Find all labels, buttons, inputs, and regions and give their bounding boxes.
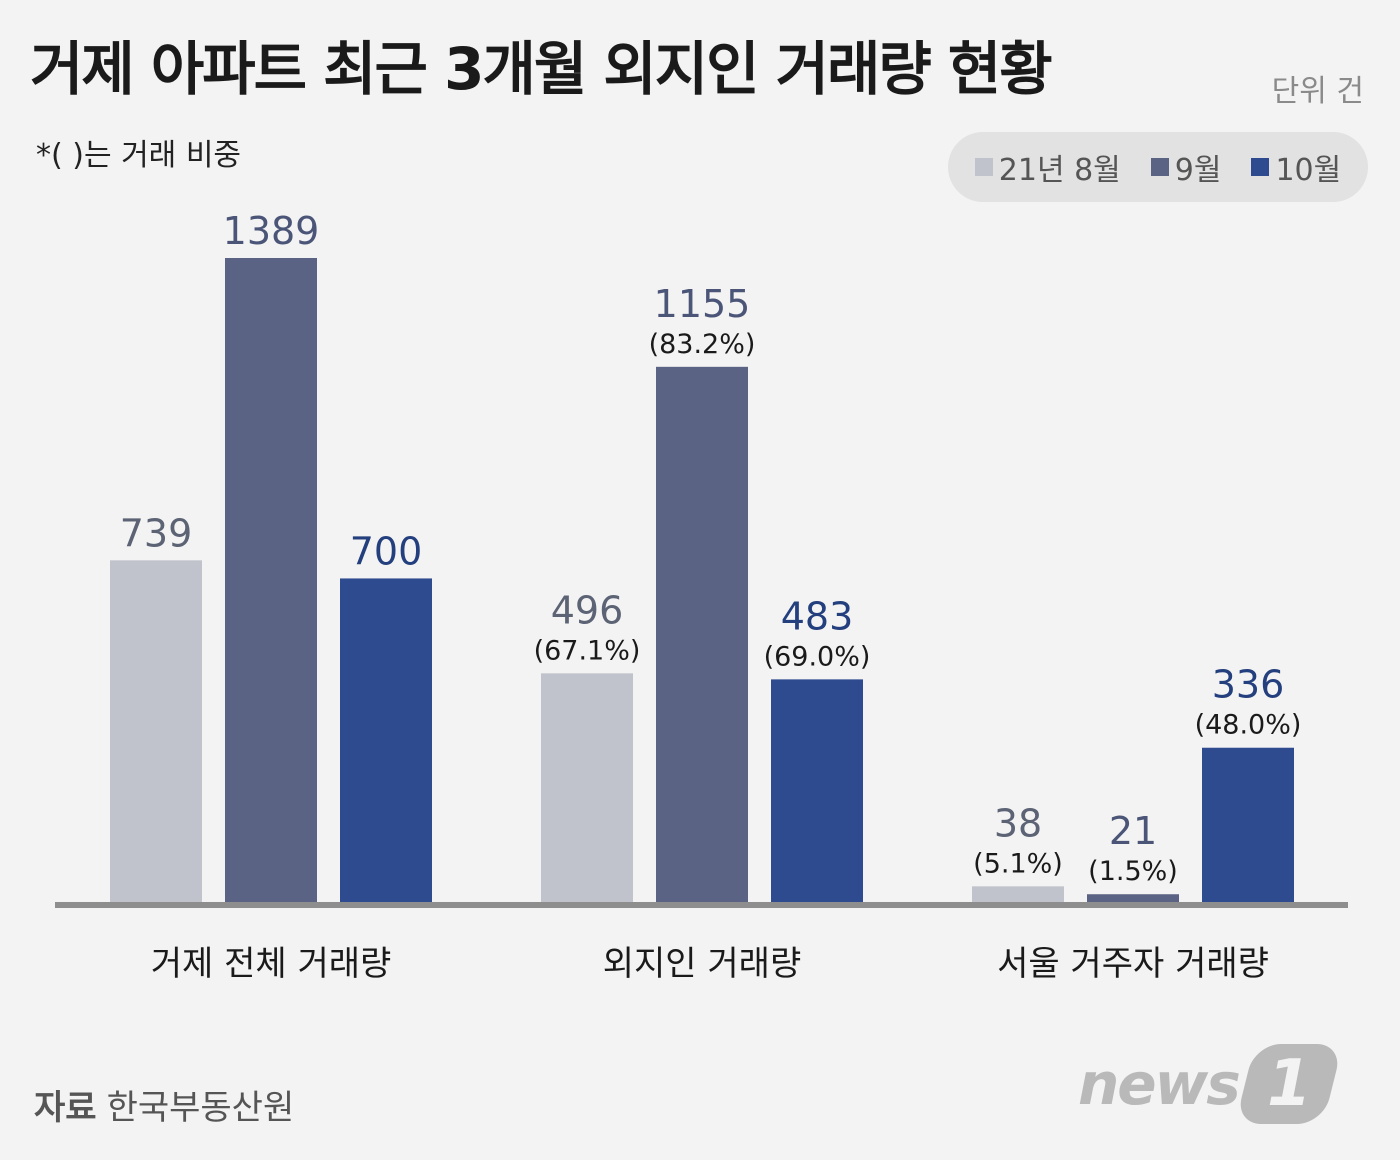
x-axis-baseline (55, 902, 1348, 908)
bar (771, 679, 863, 904)
bar-chart: 739 1389 700 거제 전체 거래량 (67.1%)496 (83.2%)1155… (55, 209, 1348, 984)
value-label: 483 (781, 594, 854, 638)
news1-logo: news 1 (1078, 1044, 1343, 1124)
legend-swatch-sep (1150, 158, 1169, 176)
legend-label-oct: 10월 (1275, 153, 1342, 188)
logo-badge-text: 1 (1266, 1047, 1311, 1121)
share-label: (67.1%) (534, 635, 641, 666)
value-label: 1389 (223, 209, 320, 253)
bar (340, 578, 432, 904)
value-label: 21 (1109, 809, 1157, 853)
bar (110, 560, 202, 904)
share-note: *( )는 거래 비중 (36, 138, 242, 173)
legend-label-sep: 9월 (1174, 153, 1222, 188)
value-label: 38 (994, 801, 1042, 845)
bar (972, 886, 1064, 904)
value-label: 739 (120, 511, 193, 555)
value-label: 336 (1212, 663, 1285, 707)
value-label: 496 (551, 588, 624, 632)
value-label: 700 (350, 529, 423, 573)
unit-label: 단위 건 (1271, 74, 1364, 109)
legend-swatch-aug (974, 158, 993, 176)
category-label: 외지인 거래량 (603, 944, 802, 984)
legend: 21년 8월 9월 10월 (948, 132, 1368, 202)
legend-item-sep: 9월 (1150, 145, 1222, 189)
legend-item-aug: 21년 8월 (974, 145, 1121, 189)
bar (1087, 894, 1179, 904)
source: 자료 한국부동산원 (34, 1080, 294, 1129)
bar (656, 366, 748, 905)
bar (1202, 747, 1294, 904)
bar (541, 673, 633, 904)
share-label: (69.0%) (764, 641, 871, 672)
source-name: 한국부동산원 (106, 1088, 295, 1128)
legend-swatch-oct (1251, 158, 1270, 176)
bar (225, 258, 317, 904)
share-label: (1.5%) (1088, 856, 1178, 887)
category-label: 서울 거주자 거래량 (997, 944, 1269, 984)
source-label: 자료 (34, 1088, 97, 1128)
share-label: (48.0%) (1195, 710, 1302, 741)
chart-title: 거제 아파트 최근 3개월 외지인 거래량 현황 (30, 35, 1053, 103)
logo-badge: 1 (1234, 1044, 1343, 1124)
share-label: (83.2%) (649, 329, 756, 360)
value-label: 1155 (654, 282, 751, 326)
logo-text: news (1078, 1050, 1241, 1118)
legend-item-oct: 10월 (1251, 145, 1341, 189)
share-label: (5.1%) (973, 848, 1063, 879)
legend-label-aug: 21년 8월 (998, 153, 1121, 188)
category-label: 거제 전체 거래량 (151, 944, 392, 984)
